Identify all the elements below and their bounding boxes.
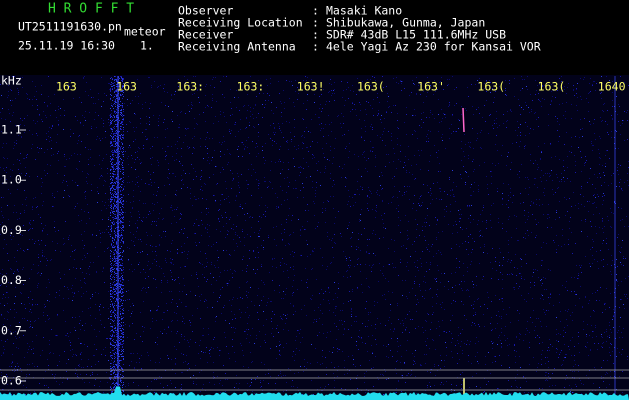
field-label: Receiving Location <box>178 16 303 30</box>
x-label: 163( <box>477 80 505 94</box>
y-label: 0.6 <box>1 374 22 388</box>
meteor-trace <box>462 107 465 133</box>
field-value: 4ele Yagi Az 230 for Kansai VOR <box>326 40 541 54</box>
x-label: 1640 <box>598 80 626 94</box>
unit-label: kHz <box>1 74 22 88</box>
x-label: 163: <box>176 80 204 94</box>
field-value: SDR# 43dB L15 111.6MHz USB <box>326 28 506 42</box>
x-label: 163' <box>417 80 445 94</box>
field-sep: : <box>312 40 319 54</box>
field-value: Shibukawa, Gunma, Japan <box>326 16 485 30</box>
field-sep: : <box>312 4 319 18</box>
spectrum-strip <box>0 386 629 400</box>
field-label: Observer <box>178 4 233 18</box>
x-label: 163: <box>237 80 265 94</box>
x-label: 163( <box>357 80 385 94</box>
y-label: 0.8 <box>1 273 22 287</box>
app-title: H R O F F T <box>48 2 134 17</box>
filename: UT2511191630.pn <box>18 20 122 34</box>
field-sep: : <box>312 28 319 42</box>
field-label: Receiver <box>178 28 233 42</box>
y-label: 0.9 <box>1 223 22 237</box>
y-label: 1.0 <box>1 173 22 187</box>
y-label: 0.7 <box>1 323 22 337</box>
spectrogram-area <box>0 75 629 400</box>
field-sep: : <box>312 16 319 30</box>
field-value: Masaki Kano <box>326 4 402 18</box>
y-label: 1.1 <box>1 123 22 137</box>
tag: meteor <box>124 25 166 39</box>
datetime: 25.11.19 16:30 <box>18 39 115 53</box>
index: 1. <box>140 39 154 53</box>
x-label: 163( <box>538 80 566 94</box>
x-label: 163 <box>56 80 77 94</box>
x-label: 163 <box>116 80 137 94</box>
field-label: Receiving Antenna <box>178 40 296 54</box>
x-label: 163! <box>297 80 325 94</box>
